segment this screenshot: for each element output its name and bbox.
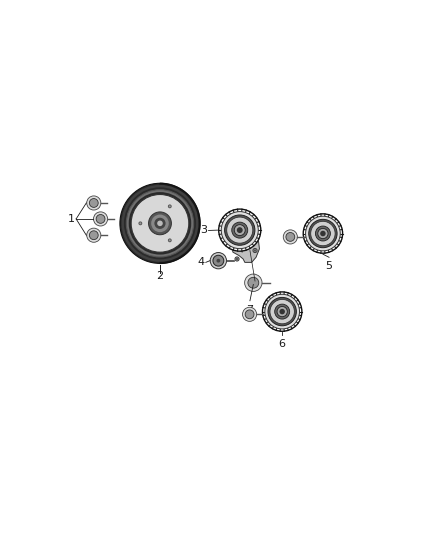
Circle shape: [151, 214, 169, 232]
Circle shape: [277, 306, 287, 317]
Circle shape: [168, 205, 172, 208]
Circle shape: [221, 212, 258, 249]
Circle shape: [279, 309, 285, 314]
Circle shape: [87, 196, 101, 210]
Circle shape: [243, 307, 257, 321]
Text: 6: 6: [279, 340, 286, 350]
Circle shape: [232, 222, 248, 238]
Text: 5: 5: [325, 261, 332, 271]
Text: 4: 4: [197, 257, 204, 268]
Circle shape: [148, 212, 171, 235]
Circle shape: [311, 221, 335, 246]
Circle shape: [236, 258, 238, 260]
Circle shape: [268, 297, 297, 326]
Circle shape: [94, 212, 108, 226]
Text: 7: 7: [246, 305, 254, 315]
Circle shape: [303, 213, 343, 254]
Circle shape: [168, 238, 172, 243]
Circle shape: [270, 300, 294, 324]
Text: 2: 2: [156, 271, 163, 281]
Circle shape: [120, 183, 200, 263]
Text: 1: 1: [67, 214, 74, 224]
Circle shape: [138, 221, 142, 225]
Circle shape: [245, 310, 254, 319]
Circle shape: [227, 217, 253, 243]
Text: 3: 3: [200, 225, 207, 236]
Polygon shape: [238, 240, 244, 252]
Circle shape: [248, 277, 259, 288]
Circle shape: [154, 218, 166, 229]
Circle shape: [131, 195, 189, 252]
Circle shape: [265, 294, 300, 329]
Circle shape: [253, 248, 257, 253]
Circle shape: [124, 187, 196, 260]
Circle shape: [129, 192, 191, 255]
Circle shape: [320, 231, 326, 236]
Circle shape: [237, 227, 243, 233]
Polygon shape: [231, 237, 259, 262]
Circle shape: [169, 239, 171, 241]
Circle shape: [275, 304, 290, 319]
Circle shape: [225, 215, 255, 245]
Circle shape: [218, 208, 261, 252]
Circle shape: [245, 274, 262, 292]
Circle shape: [234, 224, 245, 236]
Circle shape: [318, 229, 328, 239]
Circle shape: [283, 230, 297, 244]
Circle shape: [169, 205, 171, 207]
Circle shape: [87, 228, 101, 243]
Circle shape: [216, 259, 220, 263]
Circle shape: [89, 231, 98, 240]
Circle shape: [235, 257, 239, 261]
Circle shape: [126, 190, 194, 257]
Circle shape: [254, 249, 256, 252]
Circle shape: [121, 185, 198, 262]
Circle shape: [286, 232, 295, 241]
Circle shape: [89, 199, 98, 207]
Polygon shape: [160, 183, 200, 263]
Circle shape: [262, 292, 302, 332]
Circle shape: [139, 222, 141, 224]
Circle shape: [315, 226, 330, 241]
Circle shape: [306, 216, 340, 251]
Circle shape: [210, 253, 226, 269]
Circle shape: [96, 214, 105, 223]
Circle shape: [309, 220, 337, 248]
Circle shape: [157, 221, 163, 226]
Circle shape: [213, 255, 224, 266]
